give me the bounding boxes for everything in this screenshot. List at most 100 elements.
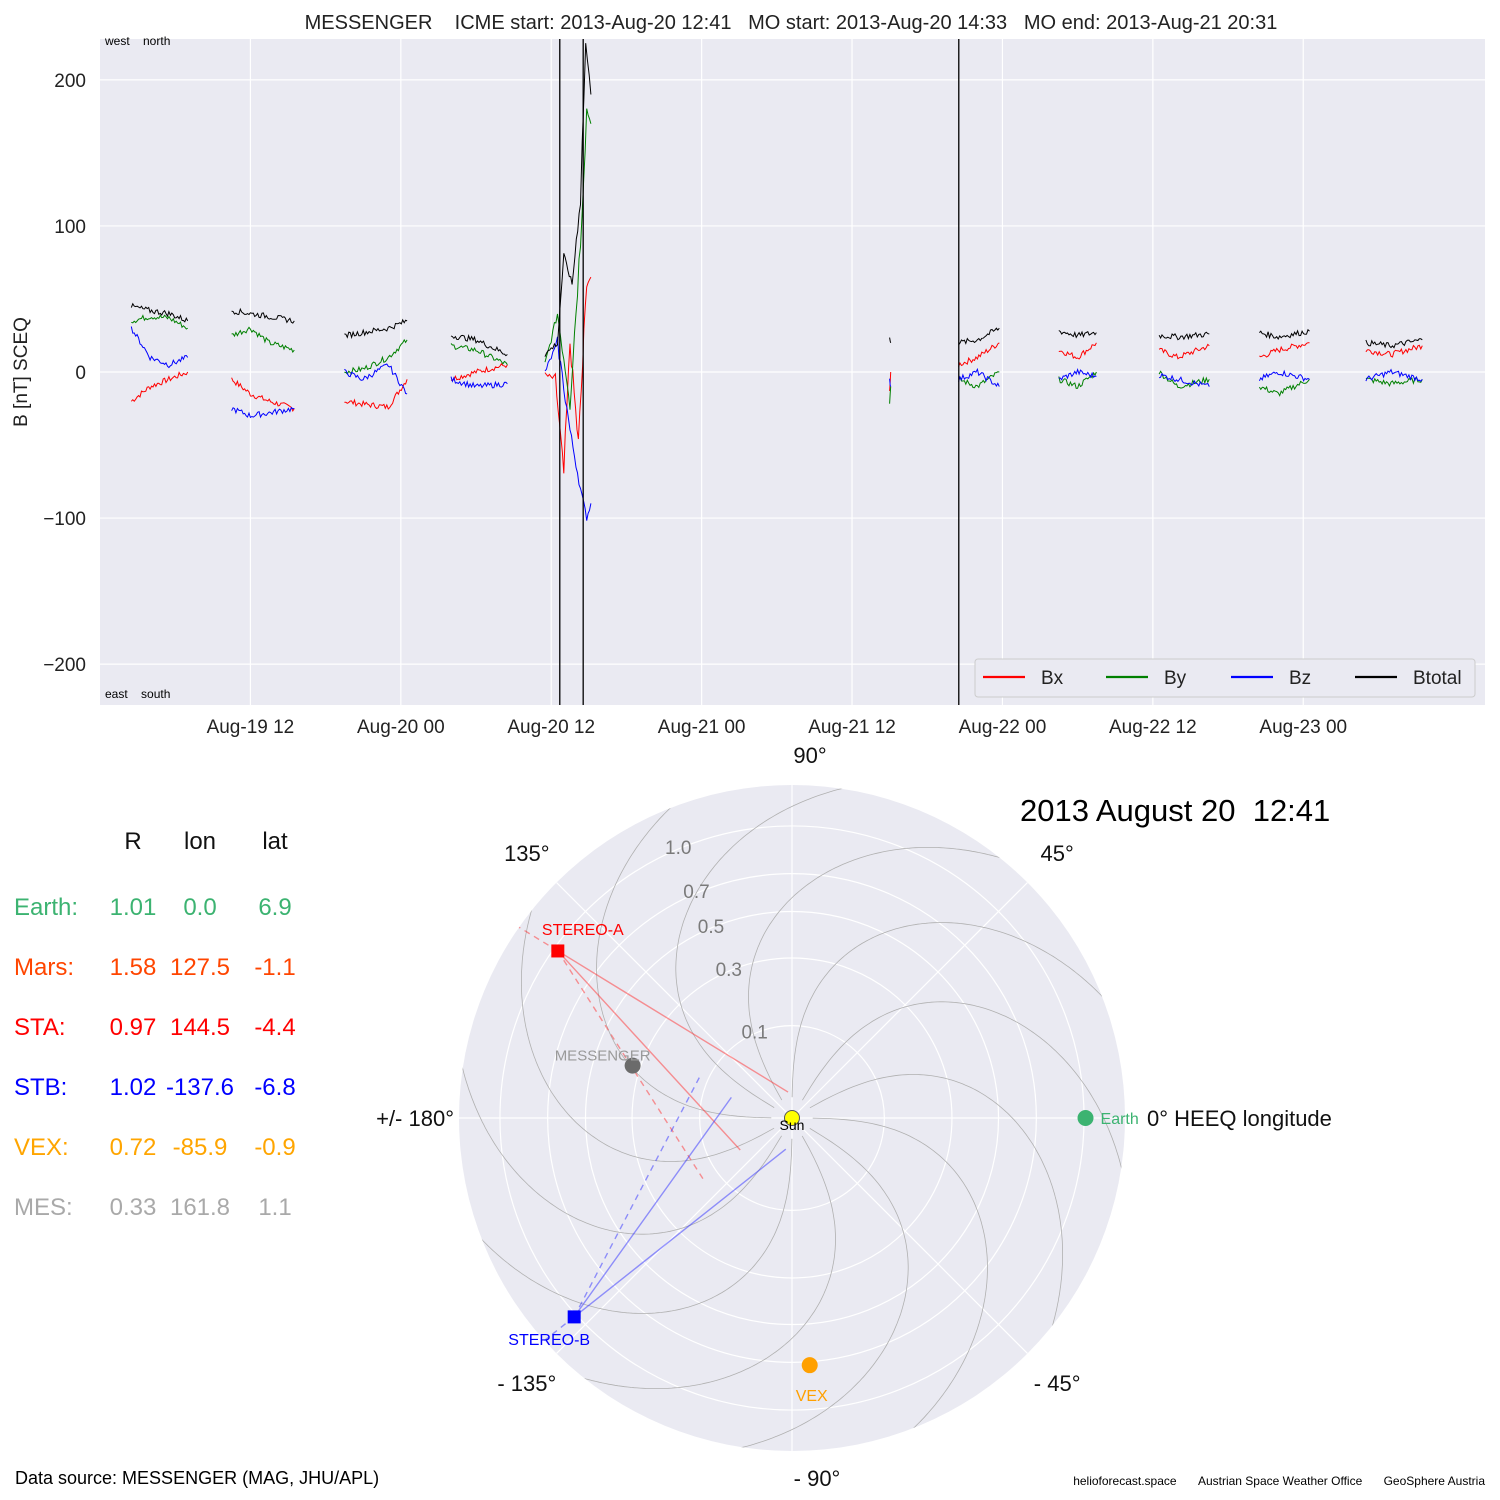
- parker-spiral-line: [459, 1037, 782, 1235]
- parker-spiral-line: [791, 922, 1124, 1098]
- header-r: R: [124, 828, 142, 855]
- x-tick-label: Aug-20 12: [507, 717, 595, 738]
- position-name: MES:: [14, 1194, 73, 1221]
- series-by-trace: [450, 343, 508, 365]
- position-name: STB:: [14, 1074, 68, 1101]
- radial-tick-label: 0.7: [683, 882, 709, 903]
- position-lon: 144.5: [169, 1014, 231, 1041]
- series-btotal-trace: [450, 334, 508, 357]
- y-tick-label: 0: [75, 363, 86, 384]
- series-bx-trace: [231, 377, 295, 412]
- series-bz-trace: [1158, 372, 1210, 387]
- legend: Bx By Bz Btotal: [974, 658, 1476, 698]
- series-by-trace: [958, 371, 1000, 389]
- x-tick-label: Aug-21 00: [658, 717, 746, 738]
- position-r: 1.58: [109, 954, 157, 981]
- series-by-trace: [1365, 376, 1423, 387]
- position-lon: -85.9: [172, 1134, 228, 1161]
- series-bz-trace: [450, 376, 508, 389]
- series-bx-trace: [1158, 343, 1210, 360]
- fov-line: [557, 950, 789, 1093]
- series-btotal-trace: [231, 307, 295, 324]
- series-btotal-trace: [1158, 331, 1210, 341]
- position-lat: 6.9: [258, 894, 292, 921]
- position-r: 1.01: [109, 894, 157, 921]
- polar-grid: [459, 785, 1125, 1451]
- series-bx-trace: [1259, 342, 1310, 358]
- radial-tick-label: 1.0: [665, 838, 691, 859]
- series-bz-trace: [1058, 368, 1097, 381]
- angle-label: 135°: [504, 841, 550, 866]
- parker-spiral-line: [802, 1001, 1125, 1199]
- stereo-b-marker: [567, 1310, 581, 1324]
- planet-markers: Sun Earth STEREO-A STEREO-B VEX MESSENGER: [508, 922, 1138, 1405]
- timeseries-title: MESSENGER ICME start: 2013-Aug-20 12:41 …: [305, 12, 1278, 34]
- series-bx-trace: [344, 379, 408, 410]
- series-by-trace: [889, 386, 892, 404]
- x-tick-label: Aug-23 00: [1259, 717, 1347, 738]
- angle-label: - 90°: [794, 1466, 841, 1491]
- angular-grid-line: [556, 882, 793, 1119]
- series-bx-trace: [958, 342, 1000, 367]
- position-row-mes: MES: 0.33 161.8 1.1: [10, 1194, 340, 1224]
- magnetic-field-timeseries: MESSENGER ICME start: 2013-Aug-20 12:41 …: [11, 12, 1485, 738]
- y-tick-label: 200: [54, 71, 86, 92]
- x-tick-label: Aug-19 12: [207, 717, 295, 738]
- series-bx-trace: [130, 371, 189, 402]
- series-btotal-trace: [889, 337, 892, 343]
- parker-spiral-line: [748, 847, 1030, 1101]
- position-name: Mars:: [14, 954, 74, 981]
- parker-spiral-line: [460, 1138, 793, 1314]
- angular-grid-line: [556, 1117, 793, 1354]
- position-r: 0.97: [109, 1014, 157, 1041]
- position-lon: 161.8: [169, 1194, 231, 1221]
- legend-label-bz: Bz: [1289, 668, 1311, 689]
- y-tick-labels: −200 −100 0 100 200: [43, 71, 86, 676]
- series-by-trace: [1258, 378, 1310, 397]
- position-row-mars: Mars: 1.58 127.5 -1.1: [10, 954, 340, 984]
- series-bx-trace: [1365, 344, 1423, 358]
- radial-tick-label: 0.1: [741, 1023, 767, 1044]
- series-bz-trace: [344, 363, 408, 395]
- messenger-label: MESSENGER: [555, 1048, 651, 1065]
- y-tick-label: 100: [54, 217, 86, 238]
- credit-asw: Austrian Space Weather Office: [1197, 1474, 1363, 1488]
- position-lat: -1.1: [254, 954, 296, 981]
- angle-label: - 45°: [1034, 1371, 1081, 1396]
- series-bz-trace: [889, 378, 892, 387]
- credit-helioforecast: helioforecast.space: [1073, 1474, 1177, 1488]
- position-r: 0.33: [109, 1194, 157, 1221]
- sun-label: Sun: [780, 1117, 805, 1133]
- series-by-trace: [231, 326, 295, 353]
- sun-marker: [784, 1110, 800, 1126]
- position-name: Earth:: [14, 894, 79, 921]
- position-row-sta: STA: 0.97 144.5 -4.4: [10, 1014, 340, 1044]
- parker-spiral-line: [554, 1135, 836, 1389]
- angular-grid-line: [791, 1117, 1028, 1354]
- position-lon: -137.6: [165, 1074, 235, 1101]
- series-bz-trace: [130, 326, 189, 369]
- vex-label: VEX: [796, 1388, 828, 1405]
- position-lon: 0.0: [183, 894, 217, 921]
- legend-box: [974, 658, 1476, 698]
- y-tick-label: −100: [43, 509, 86, 530]
- position-table-header: R lon lat: [10, 828, 340, 858]
- y-axis-label: B [nT] SCEQ: [11, 317, 32, 427]
- position-name: VEX:: [14, 1134, 69, 1161]
- header-lat: lat: [262, 828, 288, 855]
- series-by-trace: [131, 314, 188, 330]
- x-tick-label: Aug-20 00: [357, 717, 445, 738]
- y-tick-label: −200: [43, 655, 86, 676]
- legend-label-btotal: Btotal: [1413, 668, 1462, 689]
- radial-tick-label: 0.5: [698, 917, 724, 938]
- series-by-trace: [344, 338, 408, 375]
- legend-label-by: By: [1164, 668, 1187, 689]
- position-row-stb: STB: 1.02 -137.6 -6.8: [10, 1074, 340, 1104]
- header-lon: lon: [183, 828, 217, 855]
- fov-line: [573, 1096, 732, 1318]
- fov-line: [573, 1148, 787, 1318]
- series-bz-trace: [1258, 369, 1310, 382]
- series-btotal-trace: [1259, 328, 1310, 341]
- fov-line: [573, 1077, 700, 1318]
- earth-marker: [1077, 1110, 1094, 1126]
